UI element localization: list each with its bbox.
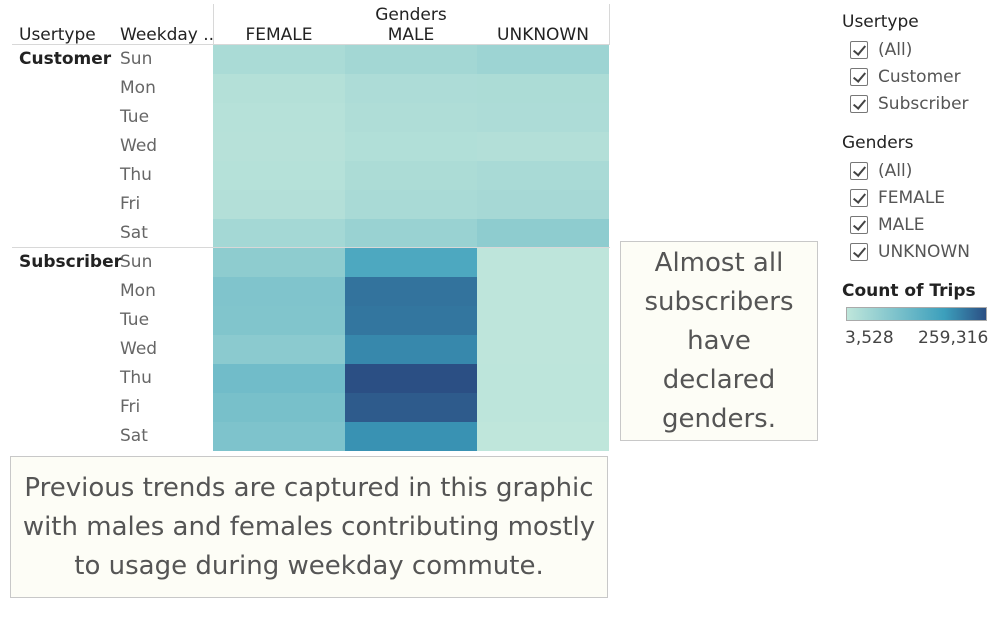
weekday-label: Thu xyxy=(120,165,152,185)
heatmap-cell-subscriber-thu-male[interactable] xyxy=(345,364,477,393)
heatmap-cell-customer-fri-unknown[interactable] xyxy=(477,190,609,219)
heatmap-cell-subscriber-sun-female[interactable] xyxy=(213,248,345,277)
heatmap-cell-subscriber-mon-male[interactable] xyxy=(345,277,477,306)
heatmap-cell-subscriber-wed-male[interactable] xyxy=(345,335,477,364)
heatmap-cell-subscriber-tue-male[interactable] xyxy=(345,306,477,335)
weekday-label: Sun xyxy=(120,252,153,272)
filter-option-label: Customer xyxy=(878,67,961,87)
filter-option[interactable]: UNKNOWN xyxy=(850,241,970,263)
heatmap-cell-subscriber-sat-female[interactable] xyxy=(213,422,345,451)
column-header-male[interactable]: MALE xyxy=(387,25,435,45)
filter-option[interactable]: (All) xyxy=(850,160,912,182)
filter-option[interactable]: MALE xyxy=(850,214,925,236)
weekday-label: Tue xyxy=(120,107,150,127)
checkbox-checked-icon[interactable] xyxy=(850,216,868,234)
heatmap-cell-subscriber-mon-unknown[interactable] xyxy=(477,277,609,306)
heatmap-cell-subscriber-sat-unknown[interactable] xyxy=(477,422,609,451)
heatmap-cell-subscriber-thu-unknown[interactable] xyxy=(477,364,609,393)
trends-note: Previous trends are captured in this gra… xyxy=(10,456,608,598)
weekday-label: Sat xyxy=(120,426,148,446)
weekday-label: Mon xyxy=(120,78,156,98)
weekday-label: Thu xyxy=(120,368,152,388)
usertype-filter-title: Usertype xyxy=(842,12,919,32)
checkbox-checked-icon[interactable] xyxy=(850,41,868,59)
row-header-usertype: Usertype xyxy=(19,25,96,45)
column-header-unknown[interactable]: UNKNOWN xyxy=(497,25,589,45)
heatmap-cell-subscriber-fri-female[interactable] xyxy=(213,393,345,422)
checkbox-checked-icon[interactable] xyxy=(850,68,868,86)
heatmap-cell-subscriber-fri-male[interactable] xyxy=(345,393,477,422)
filter-option-label: (All) xyxy=(878,161,913,181)
weekday-label: Sat xyxy=(120,223,148,243)
weekday-label: Fri xyxy=(120,397,141,417)
group-divider xyxy=(12,247,610,248)
heatmap-cell-subscriber-sun-male[interactable] xyxy=(345,248,477,277)
heatmap-cell-subscriber-sat-male[interactable] xyxy=(345,422,477,451)
heatmap-cell-customer-wed-unknown[interactable] xyxy=(477,132,609,161)
header-divider-left xyxy=(213,4,214,45)
checkbox-checked-icon[interactable] xyxy=(850,243,868,261)
heatmap-cell-customer-sat-female[interactable] xyxy=(213,219,345,248)
filter-option[interactable]: Customer xyxy=(850,66,961,88)
heatmap-cell-customer-tue-unknown[interactable] xyxy=(477,103,609,132)
genders-filter-title: Genders xyxy=(842,133,914,153)
legend-min-label: 3,528 xyxy=(845,328,894,348)
heatmap-cell-subscriber-tue-female[interactable] xyxy=(213,306,345,335)
weekday-label: Wed xyxy=(120,339,158,359)
heatmap-cell-subscriber-thu-female[interactable] xyxy=(213,364,345,393)
heatmap-cell-subscriber-wed-unknown[interactable] xyxy=(477,335,609,364)
heatmap-cell-customer-thu-male[interactable] xyxy=(345,161,477,190)
legend-max-label: 259,316 xyxy=(918,328,989,348)
heatmap-cell-customer-tue-male[interactable] xyxy=(345,103,477,132)
filter-option-label: Subscriber xyxy=(878,94,969,114)
usertype-label-customer[interactable]: Customer xyxy=(19,49,112,69)
filter-option[interactable]: (All) xyxy=(850,39,912,61)
heatmap-cell-subscriber-sun-unknown[interactable] xyxy=(477,248,609,277)
filter-option-label: UNKNOWN xyxy=(878,242,970,262)
heatmap-cell-customer-sun-female[interactable] xyxy=(213,45,345,74)
subscribers-note: Almost all subscribers have declared gen… xyxy=(620,241,818,441)
row-header-weekday: Weekday .. xyxy=(120,25,215,45)
column-header-genders: Genders xyxy=(375,5,447,25)
heatmap-cell-customer-sat-male[interactable] xyxy=(345,219,477,248)
filter-option-label: FEMALE xyxy=(878,188,946,208)
weekday-label: Mon xyxy=(120,281,156,301)
checkbox-checked-icon[interactable] xyxy=(850,189,868,207)
heatmap-cell-customer-mon-female[interactable] xyxy=(213,74,345,103)
heatmap-cell-subscriber-wed-female[interactable] xyxy=(213,335,345,364)
checkbox-checked-icon[interactable] xyxy=(850,95,868,113)
heatmap-cell-customer-fri-male[interactable] xyxy=(345,190,477,219)
heatmap-cell-customer-sun-unknown[interactable] xyxy=(477,45,609,74)
column-header-female[interactable]: FEMALE xyxy=(245,25,313,45)
legend-title: Count of Trips xyxy=(842,281,976,301)
filter-option[interactable]: Subscriber xyxy=(850,93,969,115)
heatmap-cell-customer-thu-female[interactable] xyxy=(213,161,345,190)
heatmap-cell-customer-sat-unknown[interactable] xyxy=(477,219,609,248)
legend-color-bar xyxy=(846,307,987,321)
weekday-label: Tue xyxy=(120,310,150,330)
filter-option[interactable]: FEMALE xyxy=(850,187,945,209)
heatmap-cell-customer-mon-male[interactable] xyxy=(345,74,477,103)
heatmap-cell-subscriber-mon-female[interactable] xyxy=(213,277,345,306)
checkbox-checked-icon[interactable] xyxy=(850,162,868,180)
weekday-label: Fri xyxy=(120,194,141,214)
heatmap-cell-subscriber-fri-unknown[interactable] xyxy=(477,393,609,422)
heatmap-cell-customer-sun-male[interactable] xyxy=(345,45,477,74)
filter-option-label: MALE xyxy=(878,215,925,235)
heatmap-cell-customer-tue-female[interactable] xyxy=(213,103,345,132)
filter-option-label: (All) xyxy=(878,40,913,60)
heatmap-cell-subscriber-tue-unknown[interactable] xyxy=(477,306,609,335)
heatmap-cell-customer-fri-female[interactable] xyxy=(213,190,345,219)
heatmap-cell-customer-thu-unknown[interactable] xyxy=(477,161,609,190)
heatmap-cell-customer-mon-unknown[interactable] xyxy=(477,74,609,103)
weekday-label: Sun xyxy=(120,49,153,69)
weekday-label: Wed xyxy=(120,136,158,156)
heatmap-cell-customer-wed-female[interactable] xyxy=(213,132,345,161)
header-divider-right xyxy=(609,4,610,45)
heatmap-cell-customer-wed-male[interactable] xyxy=(345,132,477,161)
header-underline xyxy=(12,44,610,45)
usertype-label-subscriber[interactable]: Subscriber xyxy=(19,252,123,272)
